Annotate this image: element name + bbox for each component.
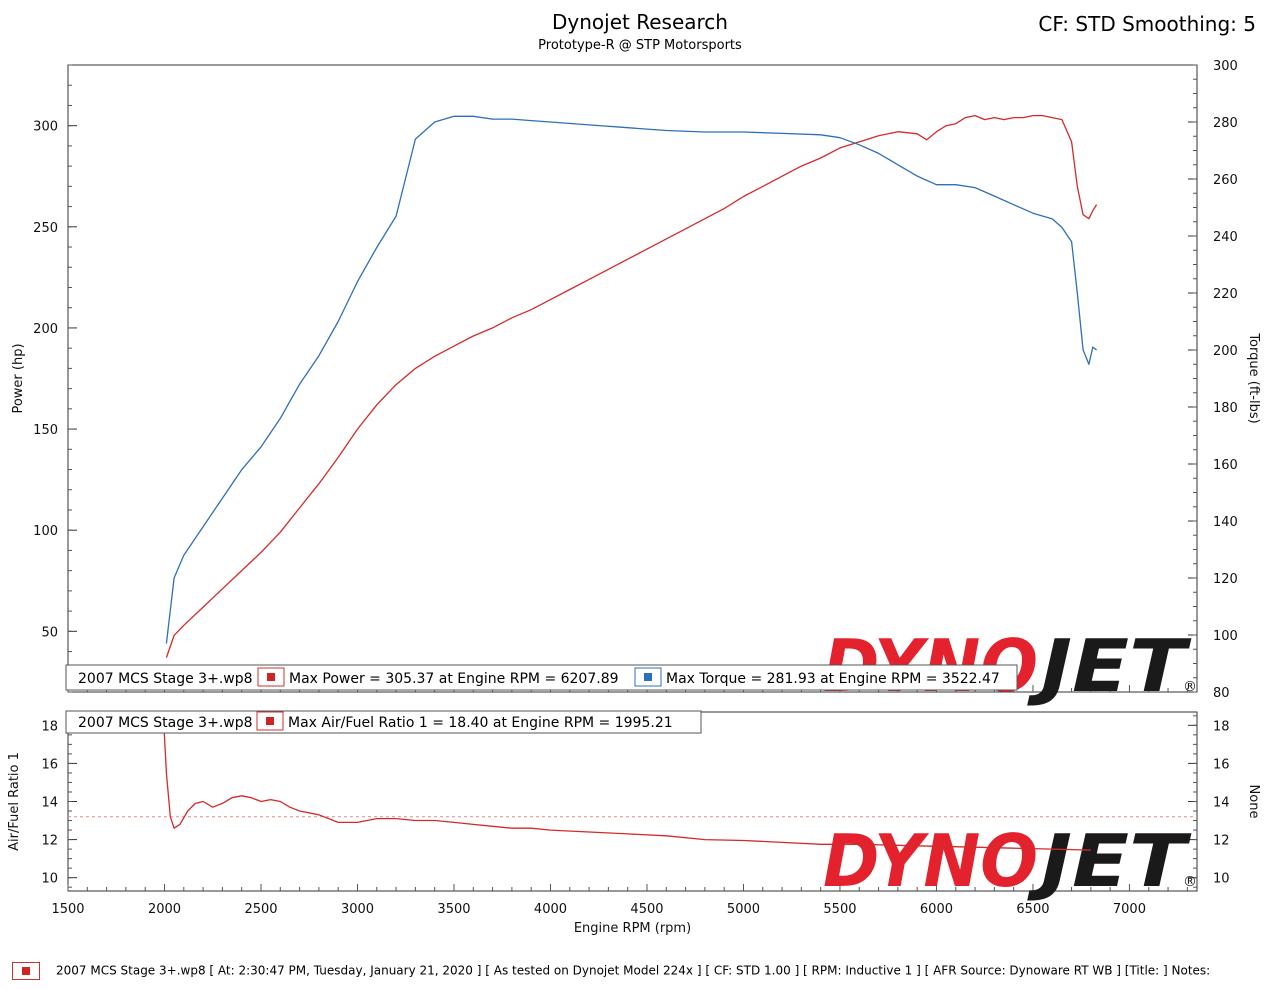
y2-tick-label: 12 (1213, 834, 1230, 849)
legend-max-afr: Max Air/Fuel Ratio 1 = 18.40 at Engine R… (288, 715, 673, 731)
x-tick-label: 5500 (823, 902, 856, 917)
legend-torque-swatch-icon (644, 673, 652, 681)
x-tick-label: 2000 (148, 902, 181, 917)
footer-run-text: 2007 MCS Stage 3+.wp8 [ At: 2:30:47 PM, … (56, 963, 1211, 978)
y-tick-label: 150 (33, 423, 58, 438)
y2-tick-label: 16 (1213, 757, 1230, 772)
afr-plot-area (67, 711, 1198, 892)
y2-tick-label: 300 (1213, 59, 1238, 74)
y-tick-label: 200 (33, 322, 58, 337)
y2-tick-label: 180 (1213, 401, 1238, 416)
power-torque-legend (65, 664, 1018, 691)
y-tick-label: 10 (41, 872, 58, 887)
y2-tick-label: 18 (1213, 719, 1230, 734)
legend-run-name: 2007 MCS Stage 3+.wp8 (78, 671, 253, 687)
y2-tick-label: 240 (1213, 230, 1238, 245)
y2-tick-label: 140 (1213, 515, 1238, 530)
legend-max-torque: Max Torque = 281.93 at Engine RPM = 3522… (666, 671, 1000, 687)
y-tick-label: 50 (41, 625, 58, 640)
legend-max-power: Max Power = 305.37 at Engine RPM = 6207.… (289, 671, 619, 687)
x-tick-label: 1500 (51, 902, 84, 917)
x-tick-label: 7000 (1113, 902, 1146, 917)
y-tick-label: 100 (33, 524, 58, 539)
y-tick-label: 300 (33, 120, 58, 135)
y2-tick-label: 220 (1213, 287, 1238, 302)
legend-afr-run-name: 2007 MCS Stage 3+.wp8 (78, 715, 253, 731)
y2-tick-label: 200 (1213, 344, 1238, 359)
x-tick-label: 3500 (437, 902, 470, 917)
legend-power-swatch-icon (267, 673, 275, 681)
torque-series-line (165, 115, 1097, 644)
logo-jet-text: JET (1027, 819, 1192, 903)
chart-title: Dynojet Research (552, 10, 728, 34)
afr-series-line (162, 717, 1091, 851)
y-tick-label: 12 (41, 834, 58, 849)
x-axis-label: Engine RPM (rpm) (574, 921, 691, 936)
y-tick-label: 14 (41, 796, 58, 811)
y2-axis-label: Torque (ft-lbs) (1246, 332, 1261, 423)
x-tick-label: 6000 (920, 902, 953, 917)
footer-run-swatch-icon[interactable] (12, 962, 40, 980)
x-tick-label: 2500 (244, 902, 277, 917)
x-tick-label: 5000 (727, 902, 760, 917)
y-axis-label: Power (hp) (11, 343, 26, 413)
y2-tick-label: 14 (1213, 796, 1230, 811)
y2-tick-label: 120 (1213, 572, 1238, 587)
logo-dyno-text: DYNO (823, 819, 1038, 903)
run-info-footer: 2007 MCS Stage 3+.wp8 [ At: 2:30:47 PM, … (12, 962, 1210, 980)
afr-legend (65, 710, 702, 734)
y-tick-label: 250 (33, 221, 58, 236)
y2-tick-label: 280 (1213, 116, 1238, 131)
logo-registered-mark: ® (1183, 679, 1197, 695)
logo-registered-mark: ® (1183, 874, 1197, 890)
x-tick-label: 3000 (341, 902, 374, 917)
y-tick-label: 16 (41, 757, 58, 772)
y-tick-label: 18 (41, 719, 58, 734)
correction-factor-info: CF: STD Smoothing: 5 (1038, 12, 1256, 36)
x-tick-label: 4000 (534, 902, 567, 917)
chart-subtitle: Prototype-R @ STP Motorsports (538, 38, 742, 53)
y2-tick-label: 260 (1213, 173, 1238, 188)
logo-jet-text: JET (1027, 624, 1192, 708)
afr-y-axis-label: Air/Fuel Ratio 1 (7, 752, 22, 851)
x-tick-label: 6500 (1016, 902, 1049, 917)
y2-tick-label: 160 (1213, 458, 1238, 473)
y2-tick-label: 10 (1213, 872, 1230, 887)
legend-afr-swatch-icon (266, 717, 274, 725)
afr-y2-axis-label: None (1246, 785, 1261, 819)
power-torque-plot-area (67, 64, 1198, 693)
y2-tick-label: 80 (1213, 686, 1230, 701)
x-tick-label: 4500 (630, 902, 663, 917)
power-series-line (165, 114, 1098, 658)
y2-tick-label: 100 (1213, 629, 1238, 644)
